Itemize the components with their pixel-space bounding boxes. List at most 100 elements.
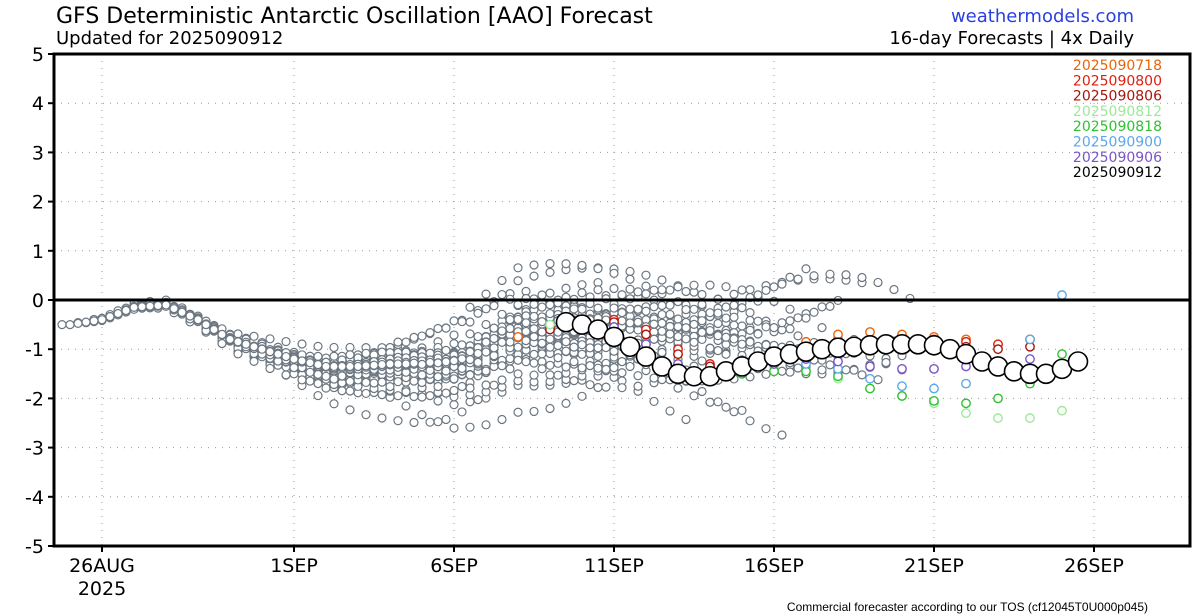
older-run-point [545, 403, 555, 414]
older-run-point [577, 280, 587, 290]
older-run-point [113, 308, 123, 319]
older-run-point [409, 332, 419, 343]
older-run-point [697, 289, 707, 300]
older-run-point [489, 301, 499, 311]
older-run-point [545, 370, 555, 380]
series-2025090906-point [897, 363, 907, 374]
older-run-point [265, 347, 275, 357]
older-run-point [625, 274, 635, 284]
older-run-point [841, 365, 851, 375]
older-run-point [521, 326, 531, 337]
ytick-label: 3 [32, 142, 44, 164]
older-run-point [441, 357, 451, 367]
older-run-point [617, 316, 627, 326]
older-run-point [449, 356, 459, 366]
older-run-point [825, 301, 835, 311]
older-run-point [361, 361, 371, 371]
series-2025090900-point [1057, 290, 1067, 300]
older-run-point [433, 396, 443, 406]
series-2025090900-point [897, 381, 907, 391]
older-run-point [625, 361, 635, 372]
older-run-point [529, 332, 539, 342]
series-2025090906-point [865, 361, 875, 372]
older-run-point [889, 284, 899, 295]
older-run-point [753, 290, 763, 300]
older-run-point [617, 368, 627, 378]
older-run-point [513, 276, 523, 286]
older-run-point [705, 308, 715, 318]
older-run-point [553, 370, 563, 380]
older-run-point [457, 363, 467, 373]
older-run-point [537, 290, 547, 300]
older-run-point [465, 355, 475, 365]
older-run-point [457, 354, 467, 364]
older-run-point [561, 337, 571, 347]
older-run-point [761, 424, 771, 434]
older-run-point [777, 318, 787, 328]
older-run-point [257, 344, 267, 354]
older-run-point [529, 370, 539, 380]
older-run-point [401, 337, 411, 347]
older-run-point [545, 360, 555, 370]
older-run-point [505, 337, 515, 347]
older-run-point [577, 340, 587, 350]
older-run-point [785, 316, 795, 326]
older-run-point [593, 343, 603, 353]
older-run-point [609, 346, 619, 356]
xtick-label: 26SEP [1064, 555, 1124, 577]
older-run-point [161, 300, 171, 310]
older-run-point [473, 395, 483, 405]
older-run-point [705, 280, 715, 290]
older-run-point [457, 340, 467, 350]
series-2025090806-point [641, 329, 651, 340]
older-run-point [377, 347, 387, 357]
older-run-point [233, 349, 243, 359]
older-run-point [513, 263, 523, 273]
older-run-point [801, 313, 811, 323]
older-run-point [217, 329, 227, 340]
older-run-point [545, 258, 555, 269]
older-run-point [577, 349, 587, 359]
older-run-point [673, 331, 683, 342]
xtick-label: 16SEP [744, 555, 804, 577]
older-run-point [121, 305, 131, 316]
older-run-point [601, 382, 611, 392]
series-2025090818-point [929, 395, 939, 406]
older-run-point [473, 357, 483, 368]
older-run-point [393, 391, 403, 401]
older-run-point [537, 338, 547, 348]
older-run-point [809, 271, 819, 281]
older-run-point [289, 354, 299, 364]
older-run-point [609, 303, 619, 313]
older-run-point [513, 314, 523, 325]
series-2025090812-point [961, 408, 971, 419]
older-run-point [705, 397, 715, 407]
series-2025090906-point [929, 363, 939, 374]
older-run-point [529, 311, 539, 322]
older-run-point [297, 375, 307, 385]
series-layer [513, 290, 1089, 423]
forecast-cadence-label: 16-day Forecasts | 4x Daily [889, 28, 1134, 49]
older-run-point [617, 383, 627, 393]
older-run-point [65, 320, 75, 330]
older-run-point [249, 342, 259, 352]
older-run-point [345, 350, 355, 360]
older-run-point [777, 430, 787, 440]
older-run-point [697, 299, 707, 310]
xtick-label: 21SEP [904, 555, 964, 577]
older-run-point [793, 274, 803, 284]
older-run-point [201, 320, 211, 330]
older-run-point [89, 316, 99, 326]
older-run-point [329, 351, 339, 361]
older-run-point [649, 319, 659, 329]
older-run-point [361, 348, 371, 358]
older-run-point [417, 359, 427, 369]
series-2025090812-point [1025, 413, 1035, 423]
footer-note: Commercial forecaster according to our T… [786, 600, 1148, 614]
older-run-point [785, 324, 795, 334]
older-run-point [329, 374, 339, 384]
older-run-point [881, 357, 891, 368]
site-link[interactable]: weathermodels.com [950, 6, 1134, 27]
older-run-point [241, 339, 251, 349]
older-run-point [417, 370, 427, 380]
